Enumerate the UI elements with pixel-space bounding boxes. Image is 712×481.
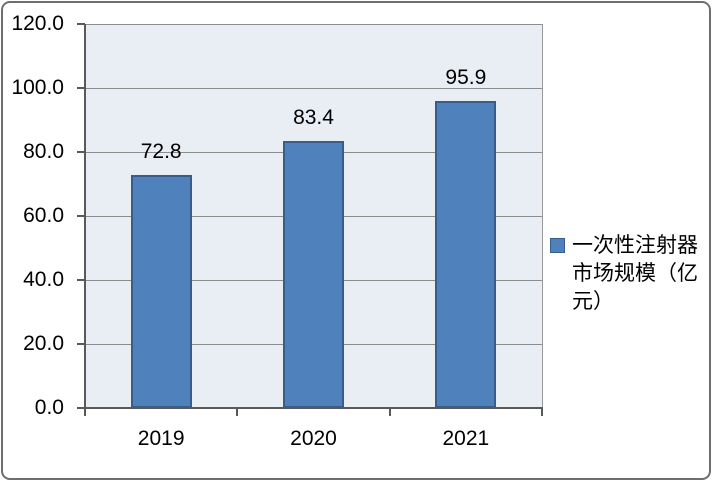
y-axis-tick	[77, 151, 85, 153]
y-axis-tick	[77, 23, 85, 25]
y-tick-label: 100.0	[11, 76, 64, 99]
y-axis-tick	[77, 87, 85, 89]
y-tick-label: 60.0	[23, 204, 64, 227]
y-tick-label: 120.0	[11, 12, 64, 35]
y-axis-tick	[77, 279, 85, 281]
x-tick-label: 2019	[137, 427, 185, 450]
x-tick-label: 2021	[442, 427, 490, 450]
y-axis-tick	[77, 215, 85, 217]
legend: 一次性注射器市场规模（亿元）	[550, 232, 704, 316]
bar-2020	[283, 141, 344, 408]
gridline	[85, 23, 542, 25]
y-tick-label: 40.0	[23, 268, 64, 291]
legend-marker-icon	[550, 238, 565, 253]
y-axis-line	[84, 24, 86, 409]
x-axis-tick	[236, 409, 239, 416]
y-axis-tick	[77, 407, 85, 409]
x-axis-line	[84, 407, 543, 409]
bar-value-label: 95.9	[445, 66, 487, 90]
bar-2021	[435, 101, 497, 408]
bar-value-label: 72.8	[140, 140, 182, 164]
x-axis-tick	[388, 409, 391, 416]
bar-2019	[130, 175, 192, 408]
bar-value-label: 83.4	[293, 106, 334, 130]
x-tick-label: 2020	[290, 427, 337, 450]
y-tick-label: 0.0	[34, 396, 64, 419]
plot-right-border	[542, 24, 543, 408]
y-axis-tick	[77, 343, 85, 345]
x-axis-tick	[84, 409, 86, 416]
y-tick-label: 80.0	[23, 140, 64, 163]
x-axis-tick	[541, 409, 543, 416]
gridline	[85, 87, 542, 89]
legend-label: 一次性注射器市场规模（亿元）	[572, 234, 698, 313]
y-tick-label: 20.0	[23, 332, 64, 355]
